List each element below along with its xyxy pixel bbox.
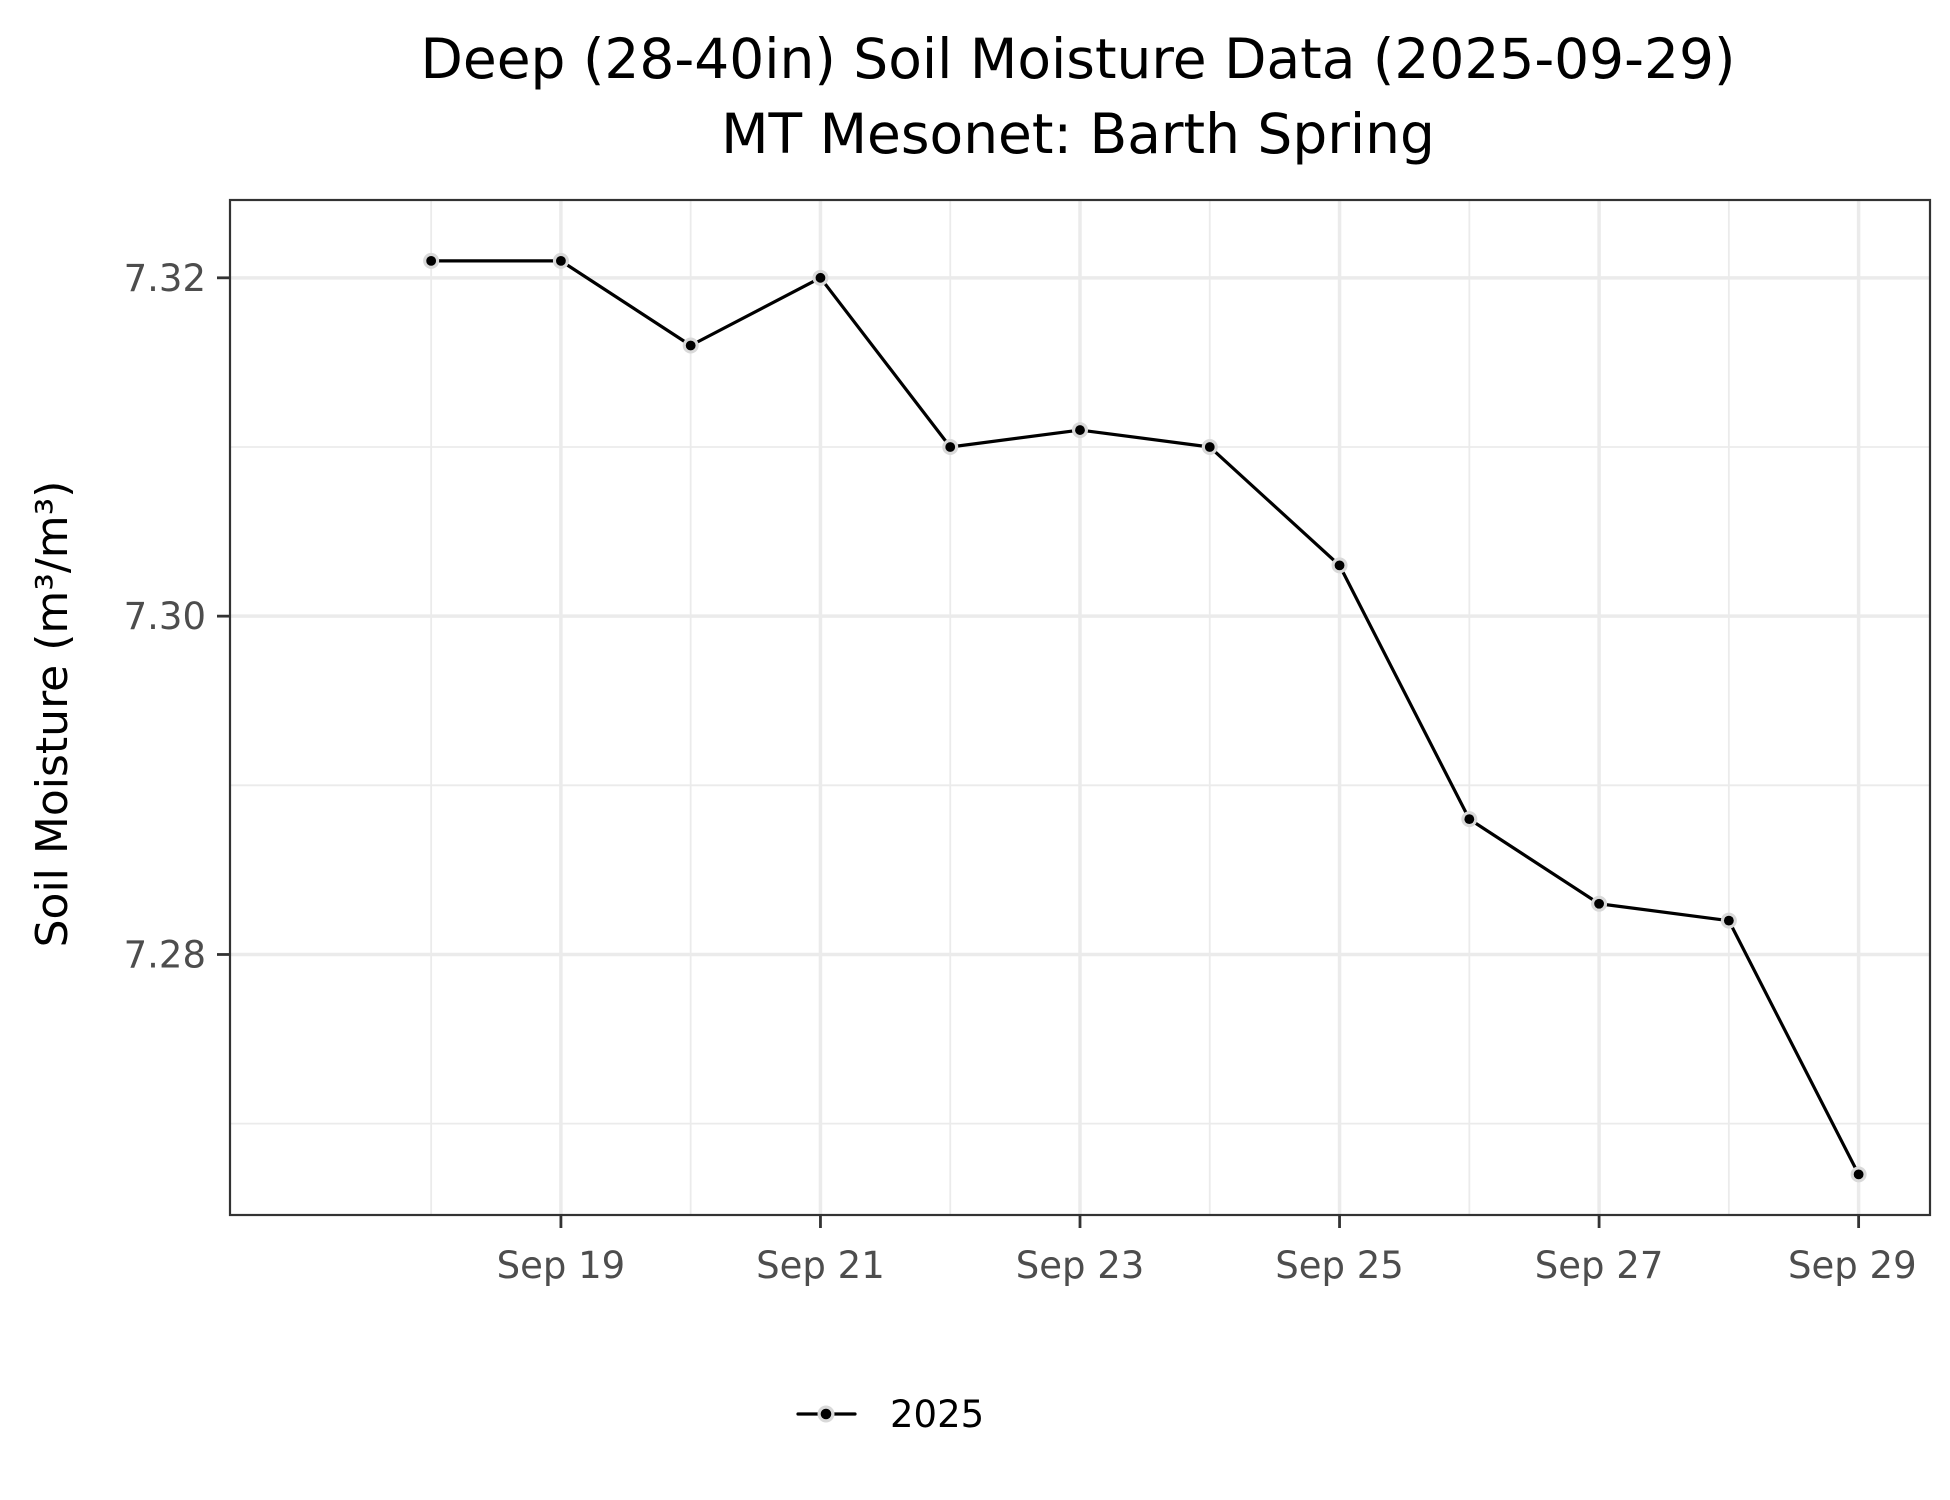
data-point <box>685 340 696 351</box>
data-point <box>1723 915 1734 926</box>
data-point <box>1594 898 1604 909</box>
data-point <box>426 256 437 266</box>
x-axis-tick-label: Sep 21 <box>756 1244 885 1287</box>
y-axis-title: Soil Moisture (m³/m³) <box>27 481 78 948</box>
legend: 2025 <box>796 1393 984 1436</box>
data-point <box>1334 560 1345 571</box>
data-point <box>556 256 566 266</box>
x-axis-tick-label: Sep 25 <box>1275 1244 1404 1287</box>
grid-layer <box>230 200 1930 1215</box>
data-point <box>1204 442 1215 452</box>
x-axis-tick-label: Sep 29 <box>1788 1244 1917 1287</box>
x-axis-tick-label: Sep 19 <box>497 1244 626 1287</box>
data-point <box>1853 1169 1864 1180</box>
y-axis-tick-label: 7.32 <box>124 257 206 300</box>
chart-subtitle: MT Mesonet: Barth Spring <box>721 102 1435 166</box>
axis-layer: 7.28 7.30 7.32 Sep 19 Sep 21 Sep 23 Sep 25 Sep … <box>124 257 1917 1287</box>
data-point <box>815 272 826 283</box>
plot-panel-border <box>228 198 1932 1217</box>
series-layer <box>423 252 1867 1183</box>
x-axis-tick-label: Sep 27 <box>1535 1244 1664 1287</box>
chart-title: Deep (28-40in) Soil Moisture Data (2025-… <box>421 27 1736 91</box>
data-point <box>1075 425 1085 435</box>
y-axis-tick-label: 7.30 <box>124 595 206 638</box>
y-axis-tick-label: 7.28 <box>124 933 206 976</box>
x-axis-tick-label: Sep 23 <box>1016 1244 1145 1287</box>
series-line-2025 <box>429 259 1861 1177</box>
data-point <box>1464 814 1475 825</box>
legend-point-2025 <box>820 1408 832 1420</box>
legend-label-2025: 2025 <box>890 1393 984 1436</box>
data-point <box>945 442 956 452</box>
